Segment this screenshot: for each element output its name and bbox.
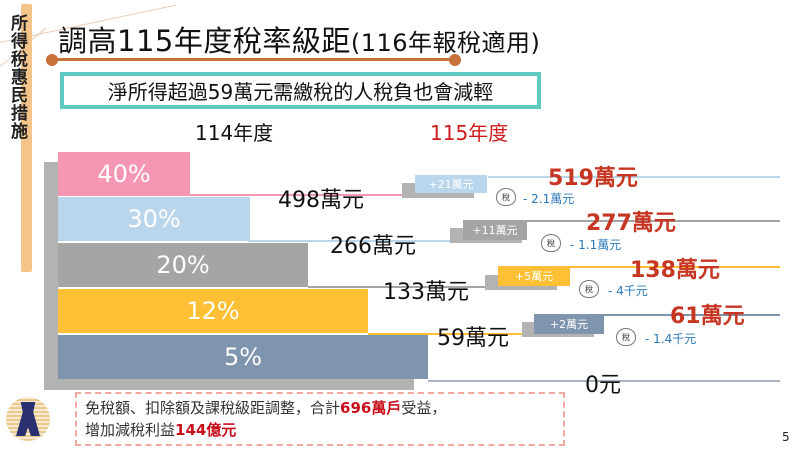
year-label-114: 114年度 [195,121,274,145]
summary-note: 免稅額、扣除額及課稅級距調整，合計696萬戶受益， 增加減稅利益144億元 [75,392,565,446]
line-30 [248,240,463,242]
year-label-115: 115年度 [430,121,509,145]
page-title: 調高115年度稅率級距(116年報稅適用) [58,18,540,60]
increase-tag-12: +2萬元 [534,314,604,334]
saving-20: - 4千元 [608,284,648,298]
page-number: 5 [782,430,790,444]
underline-dot-left [46,54,58,66]
underline-dot-right [449,54,461,66]
increase-20-text: +5萬元 [514,270,554,283]
new-threshold-30: 277萬元 [586,211,676,236]
title-paren: (116年報稅適用) [350,29,541,57]
bracket-5-bar: 5% [58,335,428,379]
bracket-40-rate: 40% [97,160,151,188]
new-threshold-5: 0元 [585,373,621,398]
bracket-20-bar: 20% [58,243,308,287]
line-20 [308,286,498,288]
tax-bag-label: 稅 [502,192,510,202]
note-highlight-households: 696萬戶 [340,399,402,417]
old-threshold-12: 59萬元 [437,326,509,351]
line-12 [368,333,538,335]
tax-bag-label: 稅 [622,332,630,342]
note-highlight-amount: 144億元 [175,421,237,439]
old-threshold-20: 133萬元 [383,280,469,305]
old-threshold-40: 498萬元 [278,188,364,213]
note-text: 增加減稅利益 [85,421,176,439]
note-line-1: 免稅額、扣除額及課稅級距調整，合計696萬戶受益， [85,397,555,419]
saving-12: - 1.4千元 [645,332,697,346]
bracket-20-rate: 20% [156,251,210,279]
bracket-12-bar: 12% [58,289,368,333]
bracket-30-rate: 30% [127,205,181,233]
increase-tag-30: +11萬元 [463,220,527,240]
line-20-new [570,266,780,268]
tax-bag-icon: 稅 [541,234,561,252]
tax-bag-icon: 稅 [579,280,599,298]
tax-bag-label: 稅 [585,284,593,294]
increase-tag-40: +21萬元 [415,175,487,193]
ministry-logo [6,397,50,441]
line-5 [428,380,780,382]
increase-40-text: +21萬元 [428,178,474,191]
title-main: 調高115年度稅率級距 [58,24,351,58]
increase-30-text: +11萬元 [472,224,518,237]
line-40-new [488,176,780,178]
side-section-label: 所得稅惠民措施 [7,14,27,140]
note-text: 受益， [401,399,447,417]
bracket-12-rate: 12% [186,297,240,325]
subtitle-text: 淨所得超過59萬元需繳稅的人稅負也會減輕 [107,80,494,104]
old-threshold-30: 266萬元 [330,234,416,259]
tax-bag-icon: 稅 [616,328,636,346]
line-12-new [604,314,780,316]
tax-bag-icon: 稅 [496,188,516,206]
side-accent-bar [21,4,32,272]
bracket-30-bar: 30% [58,197,250,241]
line-30-new [527,220,780,222]
new-threshold-20: 138萬元 [630,258,720,283]
note-text: 免稅額、扣除額及課稅級距調整，合計 [85,399,341,417]
increase-12-text: +2萬元 [549,318,589,331]
bracket-40-bar: 40% [58,152,190,196]
saving-30: - 1.1萬元 [570,238,622,252]
title-underline [52,58,455,61]
new-threshold-40: 519萬元 [548,166,638,191]
bracket-5-rate: 5% [223,343,263,371]
note-line-2: 增加減稅利益144億元 [85,419,555,441]
tax-bag-label: 稅 [547,238,555,248]
line-40 [188,194,418,196]
logo-emblem [16,402,40,436]
increase-tag-20: +5萬元 [498,266,570,286]
saving-40: - 2.1萬元 [523,192,575,206]
stair-shadow [44,162,58,390]
new-threshold-12: 61萬元 [670,304,745,329]
subtitle-box: 淨所得超過59萬元需繳稅的人稅負也會減輕 [60,72,541,109]
